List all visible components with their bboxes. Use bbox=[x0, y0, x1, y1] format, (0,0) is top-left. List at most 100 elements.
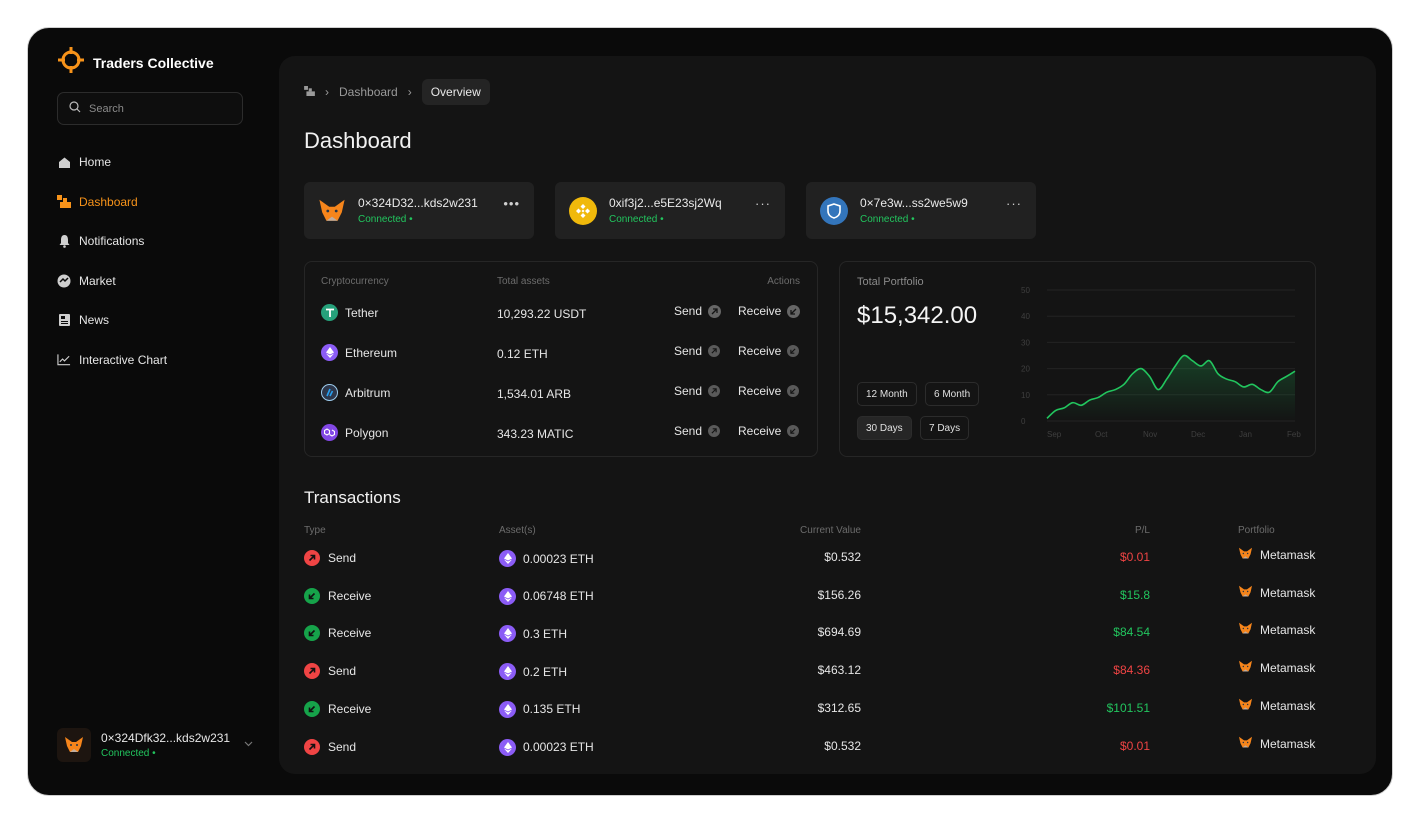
more-options-icon[interactable]: ··· bbox=[1006, 196, 1022, 211]
table-row[interactable]: Receive 0.3 ETH $694.69 $84.54 Metamask bbox=[279, 622, 1376, 645]
send-button[interactable]: Send bbox=[674, 384, 721, 398]
ethereum-icon bbox=[499, 550, 516, 567]
arrow-down-left-icon bbox=[787, 345, 800, 357]
tx-portfolio-cell: Metamask bbox=[1238, 660, 1315, 676]
range-30-days-button[interactable]: 30 Days bbox=[857, 416, 912, 440]
ethereum-icon bbox=[499, 700, 516, 718]
account-switcher[interactable]: 0×324Dfk32...kds2w231 Connected • bbox=[57, 728, 253, 762]
tx-portfolio: Metamask bbox=[1260, 585, 1316, 600]
breadcrumb-parent[interactable]: Dashboard bbox=[339, 85, 398, 99]
send-label: Send bbox=[674, 384, 703, 398]
metamask-fox-icon bbox=[1238, 547, 1253, 563]
receive-button[interactable]: Receive bbox=[738, 424, 800, 438]
tx-portfolio-cell: Metamask bbox=[1238, 736, 1315, 752]
tx-portfolio: Metamask bbox=[1260, 736, 1316, 751]
send-button[interactable]: Send bbox=[674, 304, 722, 318]
range-7-days-button[interactable]: 7 Days bbox=[920, 416, 970, 440]
news-icon bbox=[57, 313, 71, 327]
search-input[interactable] bbox=[89, 102, 229, 115]
asset-name-cell: Tether bbox=[321, 304, 378, 321]
asset-name-cell: Ethereum bbox=[321, 344, 397, 361]
portfolio-value: $15,342.00 bbox=[857, 302, 978, 329]
table-row[interactable]: Receive 0.06748 ETH $156.26 $15.8 Metamask bbox=[279, 585, 1376, 608]
sidebar-item-label: News bbox=[79, 313, 110, 328]
sidebar-item-dashboard[interactable]: Dashboard bbox=[57, 192, 257, 212]
tx-asset-cell: 0.06748 ETH bbox=[499, 587, 594, 605]
tx-asset: 0.3 ETH bbox=[523, 626, 568, 641]
tx-portfolio: Metamask bbox=[1260, 661, 1316, 676]
asset-row: Ethereum 0.12 ETH Send Receive bbox=[305, 344, 817, 366]
sidebar-item-notifications[interactable]: Notifications bbox=[57, 231, 257, 251]
tx-asset-cell: 0.135 ETH bbox=[499, 700, 580, 718]
x-tick-label: Jan bbox=[1239, 430, 1252, 439]
range-12-month-button[interactable]: 12 Month bbox=[857, 382, 917, 406]
ethereum-icon bbox=[499, 663, 516, 681]
tx-profit-loss: $101.51 bbox=[1106, 700, 1150, 715]
table-row[interactable]: Send 0.00023 ETH $0.532 $0.01 Metamask bbox=[279, 547, 1376, 570]
search-box[interactable] bbox=[57, 92, 243, 125]
asset-name-cell: Arbitrum bbox=[321, 384, 390, 401]
receive-label: Receive bbox=[738, 344, 782, 358]
sidebar-item-news[interactable]: News bbox=[57, 310, 257, 330]
chevron-right-icon: › bbox=[325, 85, 329, 99]
asset-name-cell: Polygon bbox=[321, 424, 388, 441]
sidebar-item-interactive-chart[interactable]: Interactive Chart bbox=[57, 350, 257, 370]
x-tick-label: Feb bbox=[1287, 430, 1301, 439]
send-label: Send bbox=[674, 304, 703, 318]
asset-name: Tether bbox=[345, 305, 379, 320]
range-6-month-button[interactable]: 6 Month bbox=[925, 382, 980, 406]
y-tick-label: 30 bbox=[1021, 338, 1030, 347]
wallet-card[interactable]: 0×7e3w...ss2we5w9 Connected • ··· bbox=[806, 182, 1036, 239]
tx-profit-loss: $0.01 bbox=[1119, 550, 1150, 564]
sidebar: Traders Collective Home Dashboard Notifi… bbox=[28, 28, 278, 795]
more-options-icon[interactable]: ··· bbox=[755, 196, 771, 211]
asset-amount: 343.23 MATIC bbox=[497, 427, 574, 441]
tx-current-value: $463.12 bbox=[817, 663, 861, 678]
ethereum-icon bbox=[499, 738, 516, 756]
column-header: P/L bbox=[1134, 525, 1150, 536]
table-row[interactable]: Send 0.00023 ETH $0.532 $0.01 Metamask bbox=[279, 736, 1376, 759]
receive-button[interactable]: Receive bbox=[738, 384, 800, 398]
send-button[interactable]: Send bbox=[674, 424, 721, 438]
asset-name: Arbitrum bbox=[345, 385, 391, 400]
tx-current-value: $312.65 bbox=[817, 700, 861, 715]
ethereum-icon bbox=[321, 344, 338, 361]
table-row[interactable]: Send 0.2 ETH $463.12 $84.36 Metamask bbox=[279, 660, 1376, 683]
more-options-icon[interactable]: ••• bbox=[503, 196, 520, 211]
receive-button[interactable]: Receive bbox=[738, 344, 800, 358]
portfolio-line-chart[interactable]: 0 10 20 30 40 50 Sep Oct Nov Dec Jan Feb bbox=[1015, 276, 1305, 446]
arrow-down-left-icon bbox=[787, 304, 801, 318]
breadcrumb-current[interactable]: Overview bbox=[421, 79, 490, 105]
wallet-card[interactable]: 0xif3j2...e5E23sj2Wq Connected • ··· bbox=[555, 182, 785, 239]
metamask-fox-icon bbox=[1238, 585, 1253, 601]
tx-type-cell: Send bbox=[304, 738, 356, 755]
asset-amount: 10,293.22 USDT bbox=[497, 307, 587, 321]
wallet-status: Connected • bbox=[358, 214, 413, 225]
sidebar-item-market[interactable]: Market bbox=[57, 271, 257, 291]
column-header: Asset(s) bbox=[499, 525, 536, 536]
wallet-status: Connected • bbox=[860, 214, 915, 225]
x-tick-label: Sep bbox=[1047, 430, 1062, 439]
table-row[interactable]: Receive 0.135 ETH $312.65 $101.51 Metamask bbox=[279, 698, 1376, 721]
tx-type: Send bbox=[328, 551, 357, 565]
dashboard-icon[interactable] bbox=[304, 85, 315, 99]
asset-amount: 1,534.01 ARB bbox=[497, 387, 572, 401]
app-window: Traders Collective Home Dashboard Notifi… bbox=[27, 27, 1393, 796]
send-label: Send bbox=[674, 424, 703, 438]
arrow-down-left-icon bbox=[304, 700, 320, 717]
tx-current-value: $694.69 bbox=[817, 625, 861, 640]
sidebar-item-label: Home bbox=[79, 155, 112, 169]
column-header: Type bbox=[304, 525, 326, 536]
send-button[interactable]: Send bbox=[674, 344, 721, 358]
x-tick-label: Nov bbox=[1143, 430, 1157, 439]
asset-name: Ethereum bbox=[345, 345, 398, 360]
receive-button[interactable]: Receive bbox=[738, 304, 801, 318]
y-tick-label: 40 bbox=[1021, 312, 1030, 321]
arrow-up-right-icon bbox=[708, 425, 721, 437]
arrow-up-right-icon bbox=[708, 345, 721, 357]
sidebar-item-label: Interactive Chart bbox=[79, 352, 168, 367]
wallet-card[interactable]: 0×324D32...kds2w231 Connected • ••• bbox=[304, 182, 534, 239]
sidebar-item-home[interactable]: Home bbox=[57, 152, 257, 172]
metamask-fox-icon bbox=[1238, 622, 1253, 638]
brand[interactable]: Traders Collective bbox=[57, 46, 214, 79]
